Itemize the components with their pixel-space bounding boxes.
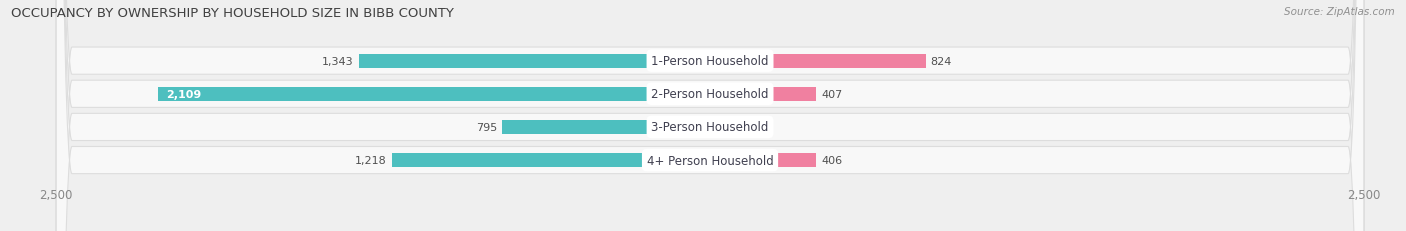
Text: 2-Person Household: 2-Person Household [651, 88, 769, 101]
Bar [710, 153, 817, 167]
Text: 2,109: 2,109 [166, 89, 201, 99]
Text: 3-Person Household: 3-Person Household [651, 121, 769, 134]
FancyBboxPatch shape [56, 0, 1364, 231]
Bar [391, 153, 710, 167]
Bar [710, 120, 740, 134]
Text: 1,218: 1,218 [354, 155, 387, 165]
Bar [159, 88, 710, 101]
Text: 824: 824 [931, 56, 952, 66]
FancyBboxPatch shape [56, 0, 1364, 231]
FancyBboxPatch shape [56, 0, 1364, 231]
Text: 406: 406 [821, 155, 842, 165]
Text: Source: ZipAtlas.com: Source: ZipAtlas.com [1284, 7, 1395, 17]
Text: 4+ Person Household: 4+ Person Household [647, 154, 773, 167]
Text: 1,343: 1,343 [322, 56, 353, 66]
Text: 407: 407 [821, 89, 844, 99]
Text: OCCUPANCY BY OWNERSHIP BY HOUSEHOLD SIZE IN BIBB COUNTY: OCCUPANCY BY OWNERSHIP BY HOUSEHOLD SIZE… [11, 7, 454, 20]
FancyBboxPatch shape [56, 0, 1364, 231]
Text: 114: 114 [745, 122, 766, 132]
Bar [359, 55, 710, 68]
Bar [502, 120, 710, 134]
Text: 1-Person Household: 1-Person Household [651, 55, 769, 68]
Bar [710, 88, 817, 101]
Text: 795: 795 [475, 122, 496, 132]
Bar [710, 55, 925, 68]
